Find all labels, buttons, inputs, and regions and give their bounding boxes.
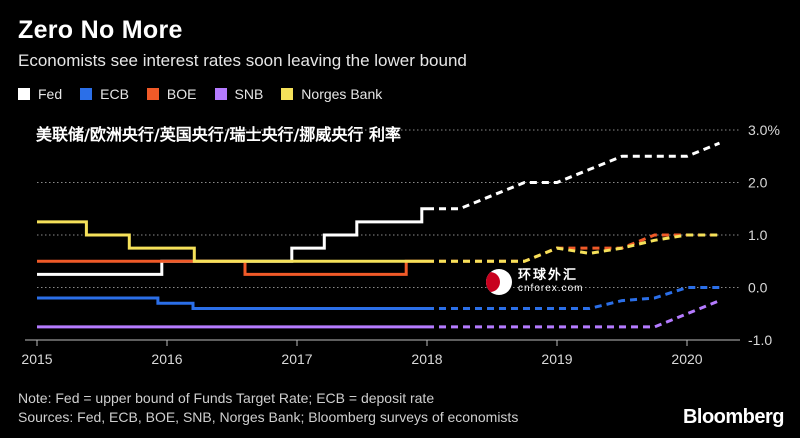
legend-item-snb: SNB [214, 86, 264, 102]
legend-label-fed: Fed [38, 86, 63, 102]
y-tick-label: 0.0 [748, 280, 768, 296]
legend-label-norges: Norges Bank [301, 86, 383, 102]
chart-title: Zero No More [18, 16, 183, 44]
footnote-note: Note: Fed = upper bound of Funds Target … [18, 390, 435, 406]
legend-label-boe: BOE [166, 86, 197, 102]
series-line-boe [37, 259, 427, 276]
series-line-norges-bank [37, 220, 427, 263]
series-forecast-norges-bank [427, 233, 720, 263]
legend-swatch-norges [281, 88, 294, 100]
x-tick-label: 2020 [671, 351, 702, 367]
legend-swatch-snb [214, 88, 227, 100]
legend: Fed ECB BOE SNB Norges Bank [18, 86, 382, 102]
series-forecast-snb [427, 299, 721, 329]
series-forecast-ecb [427, 286, 720, 310]
legend-label-ecb: ECB [100, 86, 129, 102]
x-tick-label: 2016 [151, 351, 182, 367]
x-tick-label: 2017 [281, 351, 312, 367]
x-tick-label: 2019 [541, 351, 572, 367]
footnote-sources: Sources: Fed, ECB, BOE, SNB, Norges Bank… [18, 409, 519, 425]
y-tick-label: 3.0% [748, 122, 780, 138]
footnote: Note: Fed = upper bound of Funds Target … [18, 389, 518, 427]
bloomberg-logo: Bloomberg [682, 406, 785, 428]
legend-label-snb: SNB [234, 86, 264, 102]
y-tick-label: -1.0 [748, 332, 772, 348]
legend-swatch-boe [146, 88, 159, 100]
y-tick-label: 1.0 [748, 227, 768, 243]
x-tick-label: 2015 [21, 351, 52, 367]
series-forecast-boe [427, 233, 720, 263]
legend-item-norges: Norges Bank [281, 86, 382, 102]
series-line-fed [37, 207, 427, 276]
legend-swatch-ecb [80, 88, 93, 100]
x-tick-label: 2018 [411, 351, 442, 367]
series-line-ecb [37, 296, 427, 310]
watermark-logo-icon [486, 269, 512, 295]
watermark: 环球外汇 cnforex.com [486, 269, 583, 295]
legend-item-boe: BOE [146, 86, 197, 102]
watermark-en: cnforex.com [518, 283, 584, 294]
chart-subtitle: Economists see interest rates soon leavi… [18, 51, 467, 70]
legend-item-fed: Fed [18, 86, 62, 102]
overlay-caption: 美联储/欧洲央行/英国央行/瑞士央行/挪威央行 利率 [36, 125, 401, 144]
y-tick-label: 2.0 [748, 175, 768, 191]
legend-item-ecb: ECB [80, 86, 129, 102]
watermark-cn: 环球外汇 [518, 268, 579, 283]
legend-swatch-fed [18, 88, 30, 100]
series-forecast-fed [427, 141, 721, 211]
